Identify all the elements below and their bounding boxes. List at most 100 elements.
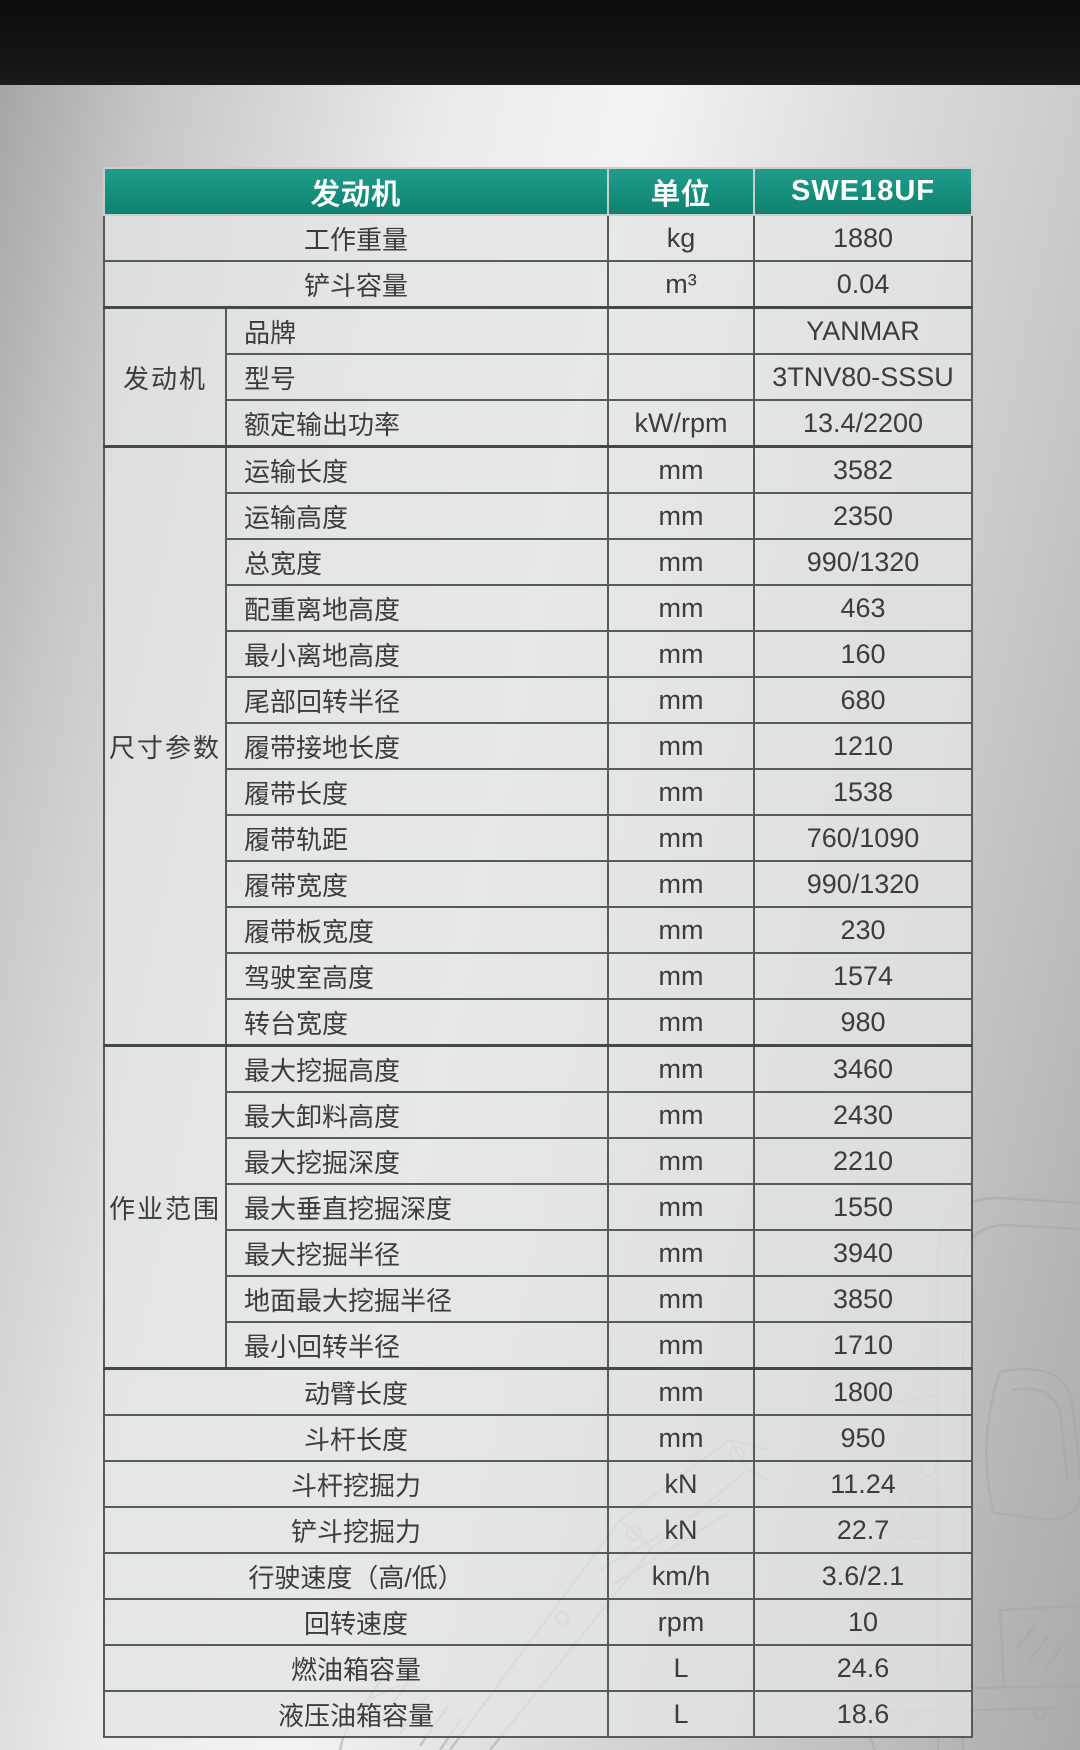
spec-row: 发动机 品牌 YANMAR [103,306,974,448]
spec-row: 尺寸参数 运输长度 mm 3582 [103,445,974,1047]
param-label: 地面最大挖掘半径 [224,1275,610,1323]
spec-row: 工作重量 kg 1880 [102,214,974,262]
unit-cell: km/h [607,1552,756,1600]
value-cell: 3940 [753,1229,974,1277]
param-label: 最大垂直挖掘深度 [224,1183,610,1231]
value-cell: 2430 [753,1091,974,1139]
spec-row: 斗杆长度 mm 950 [102,1414,974,1462]
spec-table: 发动机 单位 SWE18UF 工作重量 kg 1880 铲斗容量 m³ 0.04 发动机 品牌… [102,167,974,1738]
spec-row: 作业范围 最大挖掘高度 mm 3460 [103,1044,974,1370]
unit-cell: mm [607,768,756,816]
spec-row: 最大垂直挖掘深度 mm 1550 [104,1183,974,1231]
value-cell: 1800 [753,1367,974,1416]
value-cell: 1538 [753,768,974,816]
spec-row: 动臂长度 mm 1800 [102,1367,974,1416]
param-label: 履带板宽度 [224,906,610,954]
param-label: 尾部回转半径 [224,676,610,724]
spec-row: 最大挖掘半径 mm 3940 [104,1229,974,1277]
param-label: 最大挖掘深度 [224,1137,610,1185]
value-cell: 1880 [753,214,974,262]
unit-cell: rpm [607,1598,756,1646]
header-model-label: SWE18UF [753,167,974,216]
spec-row: 履带长度 mm 1538 [104,768,974,816]
param-label: 型号 [224,353,610,401]
unit-cell: kN [607,1460,756,1508]
value-cell: 3TNV80-SSSU [753,353,974,401]
header-section-label: 发动机 [102,167,610,216]
group-cell: 作业范围 [103,1044,227,1370]
spec-row: 型号 3TNV80-SSSU [104,353,974,401]
value-cell: 0.04 [753,260,974,309]
spec-row: 总宽度 mm 990/1320 [104,538,974,586]
spec-row: 运输高度 mm 2350 [104,492,974,540]
param-label: 液压油箱容量 [102,1690,610,1738]
spec-row: 液压油箱容量 L 18.6 [102,1690,974,1738]
unit-cell: mm [607,676,756,724]
spec-row: 最大卸料高度 mm 2430 [104,1091,974,1139]
unit-cell: mm [607,1229,756,1277]
unit-cell: kN [607,1506,756,1554]
value-cell: 2210 [753,1137,974,1185]
unit-cell: L [607,1690,756,1738]
param-label: 品牌 [224,306,610,355]
unit-cell: mm [607,998,756,1047]
unit-cell: mm [607,584,756,632]
param-label: 最大挖掘高度 [224,1044,610,1093]
unit-cell: mm [607,906,756,954]
param-label: 斗杆长度 [102,1414,610,1462]
header-row: 发动机 单位 SWE18UF [102,167,974,216]
param-label: 履带宽度 [224,860,610,908]
value-cell: 22.7 [753,1506,974,1554]
value-cell: 1710 [753,1321,974,1370]
value-cell: YANMAR [753,306,974,355]
unit-cell: mm [607,1321,756,1370]
param-label: 燃油箱容量 [102,1644,610,1692]
value-cell: 13.4/2200 [753,399,974,448]
param-label: 最大挖掘半径 [224,1229,610,1277]
param-label: 额定输出功率 [224,399,610,448]
unit-cell [607,306,756,355]
unit-cell: mm [607,630,756,678]
unit-cell: mm [607,538,756,586]
spec-row: 履带轨距 mm 760/1090 [104,814,974,862]
param-label: 总宽度 [224,538,610,586]
unit-cell: mm [607,1137,756,1185]
unit-cell: mm [607,1091,756,1139]
param-label: 最大卸料高度 [224,1091,610,1139]
param-label: 铲斗容量 [102,260,610,309]
spec-row: 地面最大挖掘半径 mm 3850 [104,1275,974,1323]
value-cell: 1550 [753,1183,974,1231]
unit-cell: mm [607,952,756,1000]
unit-cell: mm [607,860,756,908]
value-cell: 3582 [753,445,974,494]
unit-cell: mm [607,1414,756,1462]
spec-row: 额定输出功率 kW/rpm 13.4/2200 [104,399,974,448]
param-label: 行驶速度（高/低） [102,1552,610,1600]
unit-cell: mm [607,722,756,770]
value-cell: 1574 [753,952,974,1000]
unit-cell: m³ [607,260,756,309]
value-cell: 10 [753,1598,974,1646]
spec-row: 转台宽度 mm 980 [104,998,974,1047]
unit-cell: mm [607,492,756,540]
spec-table-body: 工作重量 kg 1880 铲斗容量 m³ 0.04 发动机 品牌 YANMAR 型号 3TNV80-… [102,214,974,1738]
spec-row: 燃油箱容量 L 24.6 [102,1644,974,1692]
spec-row: 配重离地高度 mm 463 [104,584,974,632]
value-cell: 18.6 [753,1690,974,1738]
value-cell: 3850 [753,1275,974,1323]
param-label: 最小离地高度 [224,630,610,678]
param-label: 运输高度 [224,492,610,540]
value-cell: 990/1320 [753,860,974,908]
spec-row: 履带接地长度 mm 1210 [104,722,974,770]
group-cell: 发动机 [103,306,227,448]
value-cell: 950 [753,1414,974,1462]
param-label: 最小回转半径 [224,1321,610,1370]
value-cell: 11.24 [753,1460,974,1508]
param-label: 配重离地高度 [224,584,610,632]
value-cell: 24.6 [753,1644,974,1692]
header-unit-label: 单位 [607,167,756,216]
param-label: 转台宽度 [224,998,610,1047]
group-cell: 尺寸参数 [103,445,227,1047]
unit-cell [607,353,756,401]
